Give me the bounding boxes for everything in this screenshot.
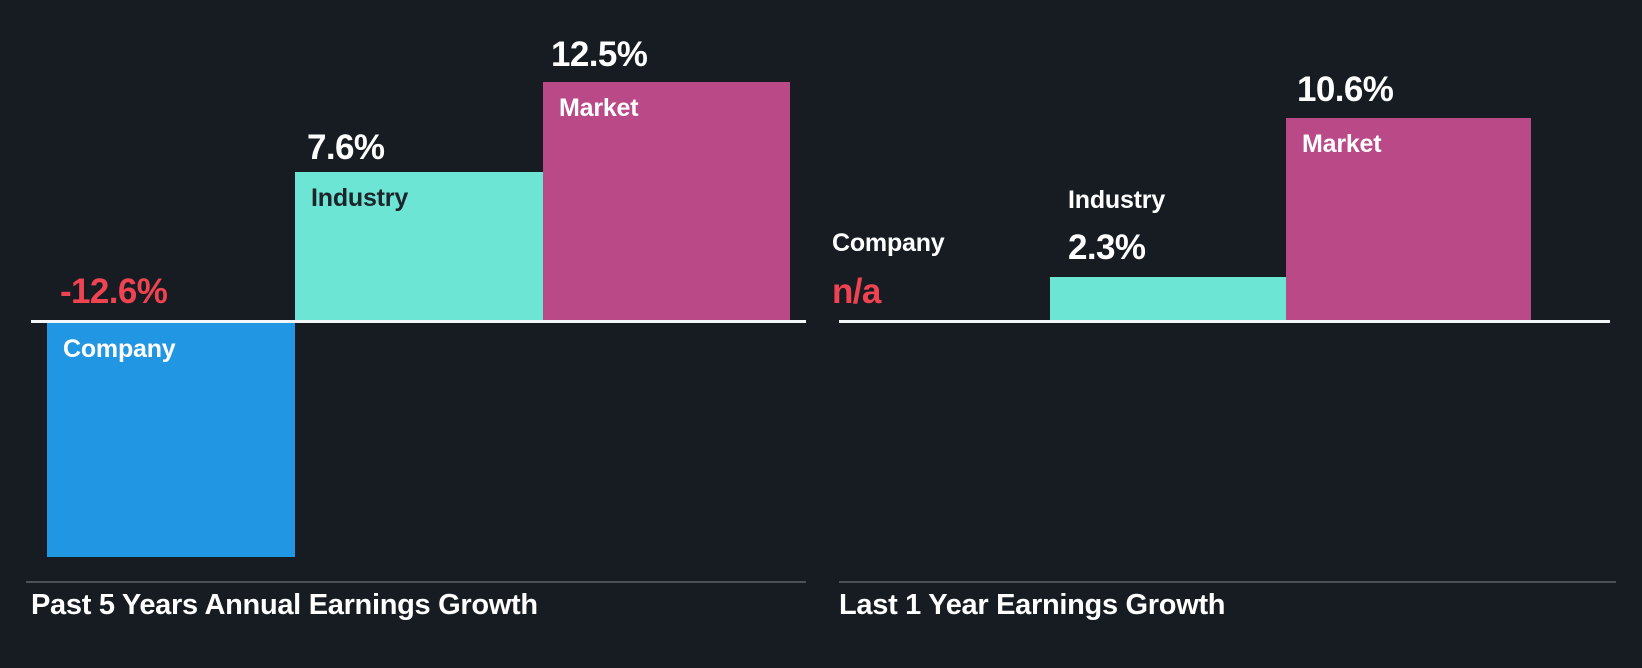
zero-line-left [31,320,806,323]
chart-caption-past-5-years: Past 5 Years Annual Earnings Growth [31,589,538,621]
baseline-left [26,581,806,583]
bar-label-industry-right: Industry [1068,186,1166,214]
zero-line-right [839,320,1610,323]
bar-label-market-right: Market [1302,130,1382,158]
bar-label-market-left: Market [559,94,639,122]
value-company-left: -12.6% [60,272,168,311]
value-industry-right: 2.3% [1068,228,1146,267]
baseline-right [839,581,1616,583]
bar-label-company-right: Company [832,229,945,257]
bar-market-left[interactable]: Market [543,82,790,320]
chart-caption-last-1-year: Last 1 Year Earnings Growth [839,589,1226,621]
value-company-right: n/a [832,272,881,311]
bar-company-left[interactable]: Company [47,323,295,557]
bar-industry-right[interactable] [1050,277,1286,320]
plot-area-left: Company -12.6% Industry 7.6% Market 12.5… [0,0,810,583]
plot-area-right: Company n/a Industry 2.3% Market 10.6% [810,0,1642,583]
value-industry-left: 7.6% [307,128,385,167]
chart-panel-past-5-years: Company -12.6% Industry 7.6% Market 12.5… [0,0,810,668]
bar-label-company-left: Company [63,335,176,363]
value-market-left: 12.5% [551,35,648,74]
chart-panel-last-1-year: Company n/a Industry 2.3% Market 10.6% L… [810,0,1642,668]
bar-label-industry-left: Industry [311,184,409,212]
bar-market-right[interactable]: Market [1286,118,1531,320]
value-market-right: 10.6% [1297,70,1394,109]
bar-industry-left[interactable]: Industry [295,172,543,320]
